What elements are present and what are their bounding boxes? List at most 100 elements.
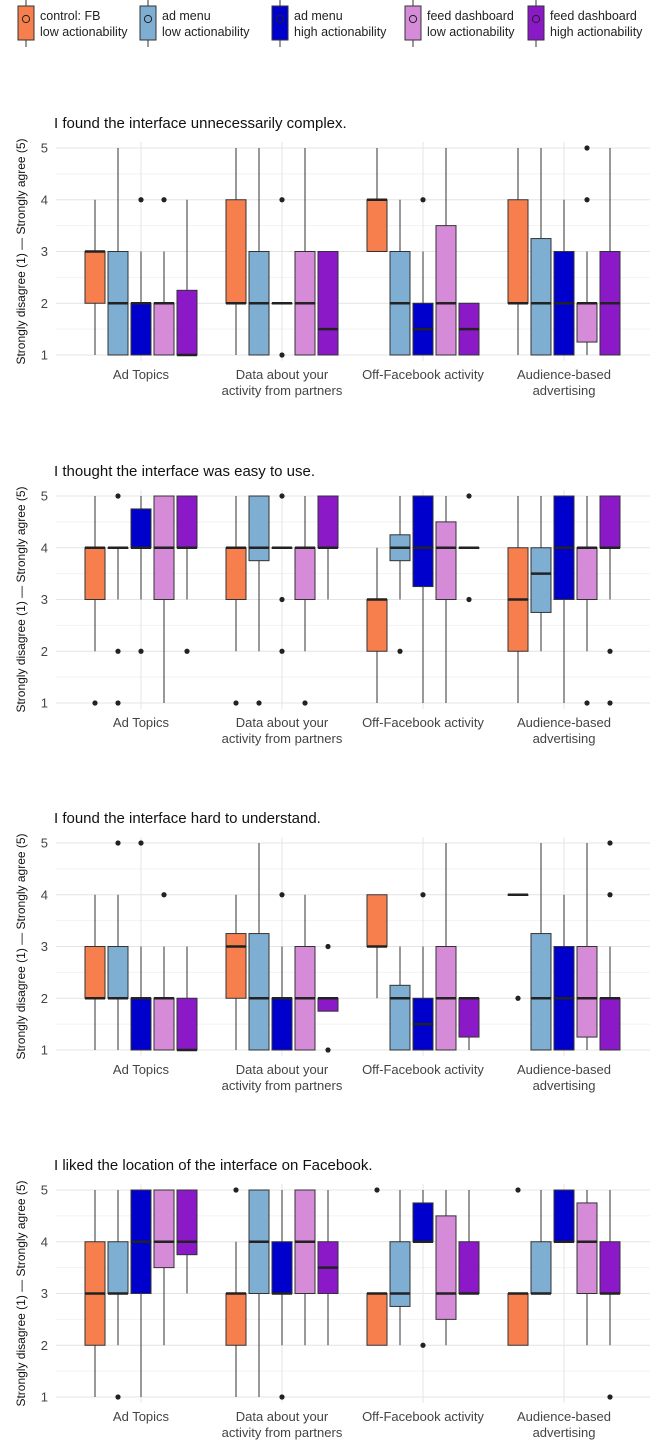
x-tick-label: advertising xyxy=(533,731,596,746)
y-tick-label: 4 xyxy=(41,887,48,902)
box-body xyxy=(576,946,598,1038)
box xyxy=(317,495,339,600)
box xyxy=(553,199,575,356)
outlier-point xyxy=(138,197,144,203)
legend-label: low actionability xyxy=(162,25,250,39)
box-body xyxy=(576,302,598,343)
x-tick-label: Ad Topics xyxy=(113,1062,170,1077)
box xyxy=(389,946,411,1051)
box-body xyxy=(366,599,388,652)
box xyxy=(412,495,434,703)
y-tick-label: 2 xyxy=(41,1338,48,1353)
box-body xyxy=(294,547,316,600)
legend-label: high actionability xyxy=(550,25,643,39)
legend-label: low actionability xyxy=(427,25,515,39)
box xyxy=(84,894,106,1050)
box-body xyxy=(599,1241,621,1294)
y-tick-label: 4 xyxy=(41,192,48,207)
outlier-point xyxy=(115,648,121,654)
outlier-point xyxy=(92,700,98,706)
box xyxy=(130,840,152,1051)
box-body xyxy=(599,997,621,1051)
box xyxy=(271,197,293,358)
box xyxy=(576,843,598,1050)
box xyxy=(507,893,529,1001)
x-tick-label: Data about your xyxy=(236,715,329,730)
outlier-point xyxy=(325,943,331,950)
box xyxy=(530,843,552,1051)
box-body xyxy=(530,933,552,1051)
outlier-point xyxy=(115,700,121,706)
box-body xyxy=(176,495,198,549)
box xyxy=(248,495,270,706)
box xyxy=(271,493,293,654)
y-tick-label: 5 xyxy=(41,1183,48,1198)
y-tick-label: 3 xyxy=(41,939,48,954)
y-tick-label: 5 xyxy=(41,836,48,851)
box xyxy=(84,1190,106,1397)
x-tick-label: advertising xyxy=(533,1425,596,1440)
legend-item: feed dashboard high actionability xyxy=(527,0,643,47)
box-body xyxy=(317,495,339,549)
box-body xyxy=(507,1293,529,1346)
box xyxy=(366,1187,388,1346)
legend-key-point xyxy=(275,14,285,24)
box xyxy=(553,1189,575,1243)
box xyxy=(599,148,621,356)
outlier-point xyxy=(256,700,262,706)
box xyxy=(107,1190,129,1400)
box xyxy=(389,1190,411,1346)
box-body xyxy=(153,1189,175,1269)
legend-label: ad menu xyxy=(294,9,343,23)
chart-panel: I liked the location of the interface on… xyxy=(14,1157,650,1440)
outlier-point xyxy=(466,493,472,499)
box xyxy=(225,1187,247,1397)
box-body xyxy=(507,199,529,304)
y-tick-label: 3 xyxy=(41,592,48,607)
box xyxy=(458,493,480,603)
box xyxy=(176,1189,198,1294)
box-body xyxy=(458,1241,480,1294)
x-tick-label: Audience-based xyxy=(517,715,611,730)
box-body xyxy=(576,547,598,600)
box xyxy=(507,496,529,703)
box xyxy=(294,1189,316,1346)
box xyxy=(435,843,457,1051)
box xyxy=(576,496,598,706)
outlier-point xyxy=(607,700,613,706)
outlier-point xyxy=(184,648,190,654)
box-body xyxy=(176,997,198,1051)
y-axis-label: Strongly disagree (1) — Strongly agree (… xyxy=(14,138,28,364)
outlier-point xyxy=(115,1394,121,1400)
box-body xyxy=(530,238,552,356)
outlier-point xyxy=(138,840,144,846)
x-tick-label: Ad Topics xyxy=(113,367,170,382)
outlier-point xyxy=(279,197,285,203)
outlier-point xyxy=(115,840,121,846)
box-body xyxy=(412,495,434,588)
box xyxy=(153,1189,175,1346)
legend-label: ad menu xyxy=(162,9,211,23)
box xyxy=(412,892,434,1051)
x-tick-label: Audience-based xyxy=(517,367,611,382)
box xyxy=(366,547,388,703)
outlier-point xyxy=(161,892,167,898)
y-tick-label: 1 xyxy=(41,696,48,711)
y-axis-label: Strongly disagree (1) — Strongly agree (… xyxy=(14,486,28,712)
box xyxy=(507,148,529,355)
box-body xyxy=(435,225,457,356)
legend-label: feed dashboard xyxy=(550,9,637,23)
legend-item: control: FB low actionability xyxy=(17,0,128,47)
legend-label: high actionability xyxy=(294,25,387,39)
outlier-point xyxy=(115,493,121,499)
box-body xyxy=(176,289,198,356)
box xyxy=(294,894,316,1051)
legend-key-point xyxy=(21,14,31,24)
outlier-point xyxy=(466,596,472,603)
box xyxy=(225,148,247,355)
legend-key-point xyxy=(408,14,418,24)
box xyxy=(435,148,457,356)
box-body xyxy=(248,933,270,1051)
panels: I found the interface unnecessarily comp… xyxy=(14,115,650,1440)
y-axis-label: Strongly disagree (1) — Strongly agree (… xyxy=(14,1180,28,1406)
